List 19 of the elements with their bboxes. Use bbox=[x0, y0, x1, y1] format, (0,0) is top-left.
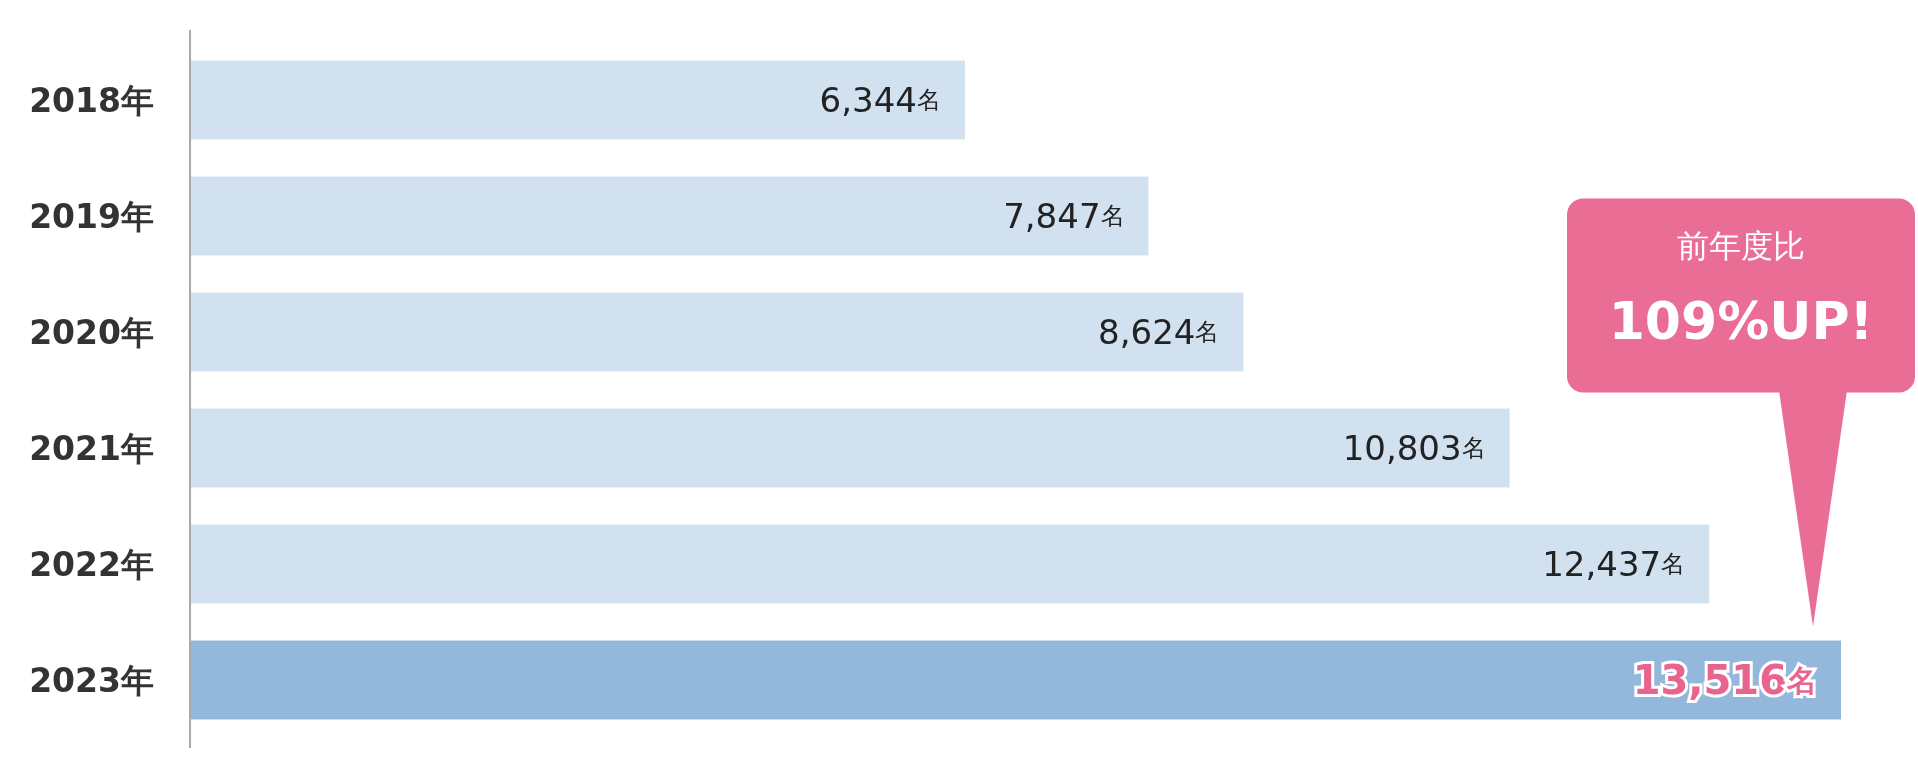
y-tick-label: 2022年 bbox=[29, 544, 154, 584]
y-tick-label: 2018年 bbox=[29, 80, 154, 120]
annotation: 前年度比 109%UP! bbox=[1608, 226, 1874, 351]
data-label: 7,847名 bbox=[1003, 196, 1125, 236]
y-tick-label: 2023年 bbox=[29, 660, 154, 700]
data-label: 13,516名 bbox=[1632, 657, 1817, 703]
y-tick-label: 2021年 bbox=[29, 428, 154, 468]
data-label: 8,624名 bbox=[1098, 312, 1220, 352]
data-label: 6,344名 bbox=[819, 80, 941, 120]
bar bbox=[190, 640, 1841, 720]
bar bbox=[190, 60, 965, 140]
bar bbox=[190, 176, 1149, 256]
data-label: 12,437名 bbox=[1542, 544, 1686, 584]
y-tick-label: 2019年 bbox=[29, 196, 154, 236]
bar bbox=[190, 524, 1710, 604]
bar bbox=[190, 408, 1510, 488]
bar bbox=[190, 292, 1244, 372]
data-label: 10,803名 bbox=[1342, 428, 1486, 468]
y-tick-label: 2020年 bbox=[29, 312, 154, 352]
